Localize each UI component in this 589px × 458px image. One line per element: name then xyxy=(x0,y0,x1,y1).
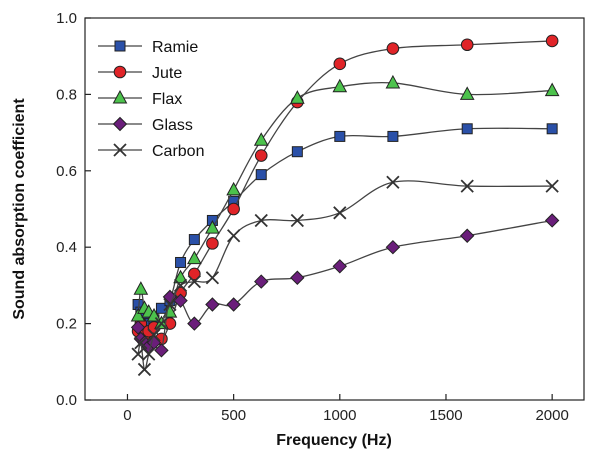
data-point-jute xyxy=(460,38,474,52)
data-point-carbon xyxy=(460,179,474,193)
data-point-flax xyxy=(226,181,241,196)
data-point-carbon xyxy=(142,347,156,361)
data-point-glass xyxy=(460,228,475,243)
data-point-carbon xyxy=(333,206,347,220)
data-point-carbon xyxy=(545,179,559,193)
data-point-glass xyxy=(544,213,560,228)
data-point-jute xyxy=(206,237,219,250)
y-tick-label: 0.0 xyxy=(56,392,77,409)
data-point-glass xyxy=(385,239,401,255)
x-axis: 0 500 1000 1500 2000 xyxy=(123,394,569,424)
data-point-jute xyxy=(333,57,347,71)
data-point-flax xyxy=(253,132,269,146)
data-point-carbon xyxy=(163,297,177,312)
data-point-flax xyxy=(332,78,348,93)
series-carbon xyxy=(131,175,559,377)
y-tick-label: 0.2 xyxy=(56,316,77,333)
data-point-jute xyxy=(386,42,400,55)
x-tick-label: 1500 xyxy=(429,407,462,424)
data-point-carbon xyxy=(386,175,400,189)
legend-label: Ramie xyxy=(152,39,198,56)
legend: Ramie Jute Flax Glass Carbon xyxy=(98,39,204,160)
data-point-flax xyxy=(146,307,162,322)
data-point-jute xyxy=(545,34,559,48)
legend-item-ramie: Ramie xyxy=(98,39,198,56)
data-point-carbon xyxy=(227,229,241,243)
data-point-flax xyxy=(173,269,188,284)
data-point-glass xyxy=(254,274,269,289)
legend-label: Glass xyxy=(152,117,193,134)
y-tick-label: 0.8 xyxy=(56,86,77,103)
data-point-glass xyxy=(332,259,348,274)
data-point-jute xyxy=(227,202,240,216)
data-point-carbon xyxy=(131,347,145,361)
data-point-flax xyxy=(187,250,202,265)
legend-label: Jute xyxy=(152,65,182,82)
legend-marker-carbon xyxy=(113,143,127,157)
data-point-carbon xyxy=(205,271,220,285)
data-point-glass xyxy=(226,297,241,312)
data-point-carbon xyxy=(154,316,169,331)
series-layer xyxy=(130,34,560,377)
data-point-carbon xyxy=(137,362,152,377)
legend-marker-glass xyxy=(112,116,128,132)
data-point-carbon xyxy=(134,336,148,350)
series-flax xyxy=(130,74,560,330)
legend-label: Flax xyxy=(152,91,182,108)
legend-item-glass: Glass xyxy=(98,116,193,134)
data-point-flax xyxy=(459,86,475,100)
y-tick-label: 0.4 xyxy=(56,239,77,256)
legend-item-carbon: Carbon xyxy=(98,143,204,160)
y-axis-title: Sound absorption coefficient xyxy=(11,98,28,320)
data-point-flax xyxy=(133,281,149,295)
x-tick-label: 2000 xyxy=(535,407,568,424)
data-point-glass xyxy=(173,293,188,308)
data-point-ramie xyxy=(546,123,558,135)
data-point-flax xyxy=(385,74,401,89)
data-point-carbon xyxy=(290,213,304,228)
x-tick-label: 500 xyxy=(221,407,246,424)
data-point-flax xyxy=(290,90,305,104)
data-point-jute xyxy=(188,267,201,281)
data-point-glass xyxy=(187,316,202,331)
data-point-ramie xyxy=(175,256,187,268)
x-tick-label: 1000 xyxy=(323,407,356,424)
legend-label: Carbon xyxy=(152,143,204,160)
legend-marker-jute xyxy=(113,65,127,79)
data-point-flax xyxy=(205,220,220,234)
data-point-carbon xyxy=(187,274,201,289)
data-point-glass xyxy=(130,320,146,335)
plot-frame xyxy=(84,17,585,401)
legend-marker-ramie xyxy=(114,40,126,52)
x-axis-title: Frequency (Hz) xyxy=(276,432,392,449)
data-point-carbon xyxy=(254,213,268,228)
data-point-ramie xyxy=(291,146,303,158)
series-line-carbon xyxy=(137,180,553,371)
x-tick-label: 0 xyxy=(123,407,131,424)
data-point-carbon xyxy=(147,328,161,342)
data-point-ramie xyxy=(387,130,399,142)
y-tick-label: 1.0 xyxy=(56,10,77,27)
legend-item-jute: Jute xyxy=(98,65,182,82)
y-axis: 0.0 0.2 0.4 0.6 0.8 1.0 xyxy=(56,10,91,409)
data-point-ramie xyxy=(255,169,267,181)
data-point-ramie xyxy=(461,123,473,135)
data-point-carbon xyxy=(173,278,188,293)
data-point-ramie xyxy=(188,234,200,246)
data-point-ramie xyxy=(334,130,346,142)
data-point-flax xyxy=(544,82,560,97)
data-point-jute xyxy=(254,149,268,162)
y-tick-label: 0.6 xyxy=(56,163,77,180)
legend-item-flax: Flax xyxy=(98,89,182,108)
legend-marker-flax xyxy=(112,89,128,104)
data-point-glass xyxy=(154,343,169,358)
data-point-glass xyxy=(205,297,220,312)
data-point-glass xyxy=(290,270,305,285)
